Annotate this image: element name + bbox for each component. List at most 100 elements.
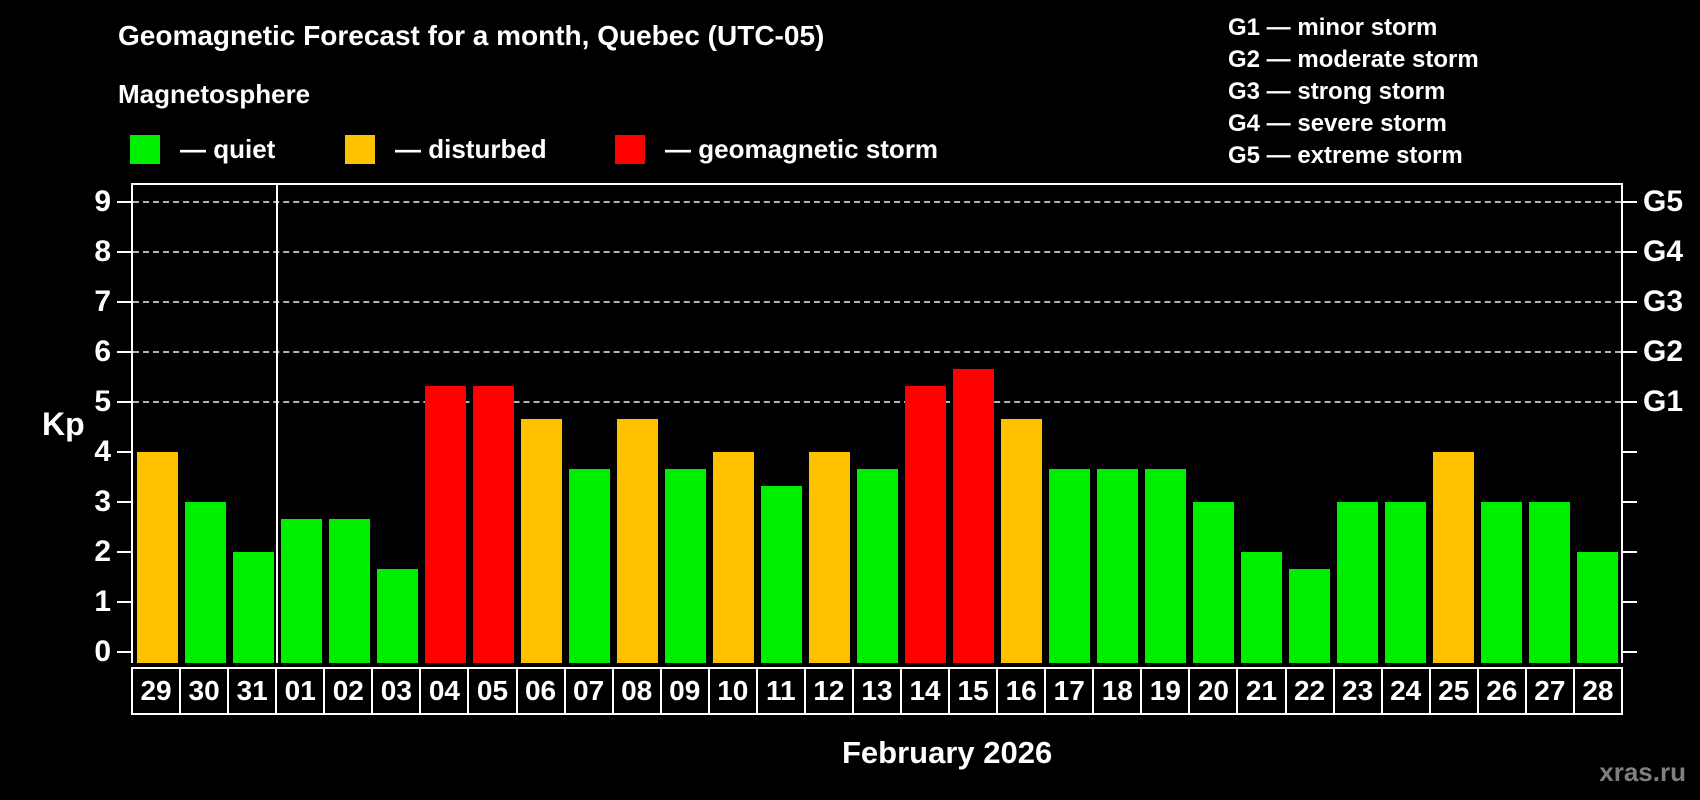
date-cell-31: 31 [227,667,278,715]
kp-bar-day-04 [424,385,466,663]
g-scale-legend-line: G2 — moderate storm [1228,46,1479,73]
y-axis-label-0: 0 [94,635,111,668]
y-axis-tick-8 [117,251,131,253]
kp-bar-day-17 [1048,468,1090,663]
kp-bar-day-16 [1000,418,1042,663]
kp-bar-day-25 [1432,452,1474,663]
kp-bar-day-06 [520,418,562,663]
kp-bar-day-03 [376,568,418,663]
legend-item-storm: — geomagnetic storm [615,133,938,165]
date-cell-08: 08 [611,667,662,715]
gridline-kp9 [133,201,1621,203]
legend-item-disturbed: — disturbed [345,133,547,165]
g-scale-label-G3: G3 [1643,285,1684,318]
y-axis-label-9: 9 [94,185,111,218]
y-axis-label-6: 6 [94,335,111,368]
date-cell-11: 11 [755,667,806,715]
g-scale-legend-line: G3 — strong storm [1228,78,1446,105]
y-axis-label-5: 5 [94,385,111,418]
kp-bar-day-08 [616,418,658,663]
date-cell-10: 10 [707,667,758,715]
date-cell-02: 02 [323,667,374,715]
right-axis-tick-5 [1623,401,1637,403]
date-cell-17: 17 [1044,667,1095,715]
kp-bar-day-13 [856,468,898,663]
watermark: xras.ru [1599,757,1686,787]
kp-bar-day-27 [1528,502,1570,663]
date-cell-18: 18 [1092,667,1143,715]
kp-bar-day-02 [328,518,370,663]
date-cell-20: 20 [1188,667,1239,715]
kp-bar-day-29 [136,452,178,663]
date-cell-27: 27 [1524,667,1575,715]
gridline-kp7 [133,301,1621,303]
date-cell-01: 01 [275,667,326,715]
y-axis-tick-6 [117,351,131,353]
kp-bar-day-28 [1576,552,1618,663]
kp-bar-day-09 [664,468,706,663]
gridline-kp8 [133,251,1621,253]
kp-bar-day-31 [232,552,274,663]
date-cell-13: 13 [851,667,902,715]
date-cell-12: 12 [803,667,854,715]
y-axis-label-1: 1 [94,585,111,618]
date-cell-24: 24 [1380,667,1431,715]
y-axis-tick-9 [117,201,131,203]
date-cell-15: 15 [948,667,999,715]
date-cell-22: 22 [1284,667,1335,715]
date-cell-21: 21 [1236,667,1287,715]
kp-bar-day-14 [904,385,946,663]
gridline-kp5 [133,401,1621,403]
right-axis-tick-7 [1623,301,1637,303]
g-scale-label-G5: G5 [1643,185,1684,218]
y-axis-label-7: 7 [94,285,111,318]
magnetosphere-label: Magnetosphere [118,79,311,109]
right-axis-tick-3 [1623,501,1637,503]
legend-item-quiet: — quiet [130,133,275,165]
x-axis-date-row: 29 30 31 01 02 03 04 05 06 07 08 09 10 11 12 13 14 15 16 17… [131,667,1623,715]
y-axis-tick-3 [117,501,131,503]
date-cell-26: 26 [1476,667,1527,715]
kp-bar-day-26 [1480,502,1522,663]
g-scale-label-G2: G2 [1643,335,1684,368]
kp-bar-day-30 [184,502,226,663]
x-axis-month-label: February 2026 [842,735,1053,770]
kp-bar-day-11 [760,485,802,663]
legend-label: — geomagnetic storm [665,133,939,164]
g-scale-legend-line: G1 — minor storm [1228,14,1438,41]
g-scale-label-G1: G1 [1643,385,1684,418]
g-scale-legend-line: G4 — severe storm [1228,110,1447,137]
kp-bar-day-12 [808,452,850,663]
kp-bar-day-01 [280,518,322,663]
y-axis-title: Kp [42,406,85,442]
right-axis-tick-0 [1623,651,1637,653]
date-cell-07: 07 [563,667,614,715]
right-axis-tick-2 [1623,551,1637,553]
right-axis-tick-6 [1623,351,1637,353]
kp-bar-day-19 [1144,468,1186,663]
date-cell-23: 23 [1332,667,1383,715]
kp-bar-day-21 [1240,552,1282,663]
y-axis-label-2: 2 [94,535,111,568]
date-cell-04: 04 [419,667,470,715]
date-cell-09: 09 [659,667,710,715]
y-axis-tick-2 [117,551,131,553]
right-axis-tick-1 [1623,601,1637,603]
date-cell-03: 03 [371,667,422,715]
g-scale-label-G4: G4 [1643,235,1684,268]
gridline-kp6 [133,351,1621,353]
date-cell-05: 05 [467,667,518,715]
g-scale-legend-line: G5 — extreme storm [1228,142,1463,169]
y-axis-tick-0 [117,651,131,653]
quiet-color-swatch [130,134,160,164]
g-scale-legend: G1 — minor storm G2 — moderate storm G3 … [1228,12,1479,172]
date-cell-25: 25 [1428,667,1479,715]
kp-bar-day-20 [1192,502,1234,663]
disturbed-color-swatch [345,134,375,164]
date-cell-06: 06 [515,667,566,715]
y-axis-label-4: 4 [94,435,111,468]
y-axis-tick-1 [117,601,131,603]
kp-bar-day-15 [952,368,994,663]
y-axis-tick-7 [117,301,131,303]
